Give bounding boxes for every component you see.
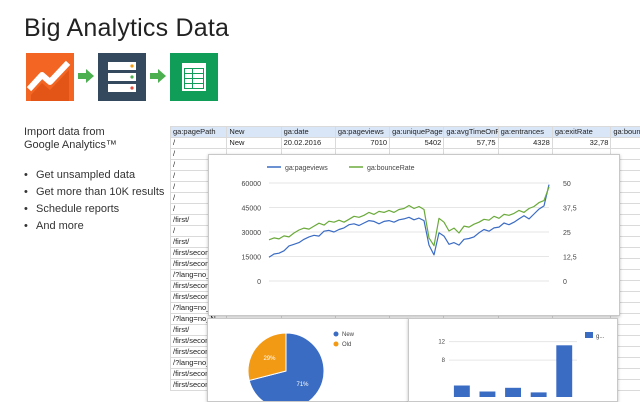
feature-text: Get unsampled data: [36, 169, 135, 181]
table-cell[interactable]: 20,94%: [611, 138, 640, 149]
page-title: Big Analytics Data: [24, 14, 229, 43]
feature-item: •And more: [24, 217, 164, 234]
bar: [556, 345, 572, 397]
table-cell[interactable]: 20.02.2016: [281, 138, 335, 149]
table-cell[interactable]: 32,78: [552, 138, 611, 149]
line-chart: ga:pageviews ga:bounceRate 60000 45000 30000…: [209, 155, 619, 315]
y-right-tick-label: 37,5: [563, 206, 577, 213]
column-header[interactable]: ga:exitRate: [552, 127, 611, 138]
bullet-glyph: •: [24, 169, 36, 181]
y-right-tick-label: 12,5: [563, 255, 577, 262]
legend-swatch: [585, 332, 593, 338]
table-cell[interactable]: 4328: [498, 138, 552, 149]
pie-slice-label: 29%: [263, 356, 276, 362]
bullet-glyph: •: [24, 203, 36, 215]
legend-label: g...: [596, 334, 605, 340]
google-analytics-icon: [26, 53, 74, 101]
y-right-tick-label: 50: [563, 181, 571, 188]
feature-text: Schedule reports: [36, 203, 119, 215]
intro-line-2: Google Analytics™: [24, 139, 117, 152]
y-left-tick-label: 45000: [242, 206, 262, 213]
legend-swatch: [334, 342, 339, 347]
column-header[interactable]: ga:avgTimeOnPage: [444, 127, 498, 138]
series-line-pageviews: [269, 185, 549, 258]
table-cell[interactable]: New: [227, 138, 281, 149]
bullet-glyph: •: [24, 186, 36, 198]
bar-chart-panel[interactable]: 12 8 g...: [408, 318, 618, 402]
column-header[interactable]: ga:date: [281, 127, 335, 138]
y-left-tick-label: 15000: [242, 255, 262, 262]
y-tick-label: 8: [442, 358, 446, 364]
bar-chart: 12 8 g...: [409, 319, 617, 401]
pie-slice-label: 71%: [297, 382, 310, 388]
table-cell[interactable]: 57,75: [444, 138, 498, 149]
feature-text: Get more than 10K results: [36, 186, 164, 198]
bullet-glyph: •: [24, 220, 36, 232]
y-left-tick-label: 30000: [242, 230, 262, 237]
intro-line-1: Import data from: [24, 126, 117, 139]
intro-text: Import data from Google Analytics™: [24, 126, 117, 152]
column-header[interactable]: ga:uniquePageviews: [390, 127, 444, 138]
legend-label: Old: [342, 342, 351, 348]
bar: [531, 392, 547, 397]
column-header[interactable]: ga:bounceRate: [611, 127, 640, 138]
green-arrow-icon: [78, 69, 94, 88]
y-left-tick-label: 0: [257, 279, 261, 286]
feature-item: •Schedule reports: [24, 200, 164, 217]
table-row: /New20.02.20167010540257,75432832,7820,9…: [171, 138, 640, 149]
table-cell[interactable]: 5402: [390, 138, 444, 149]
bar: [454, 386, 470, 398]
column-header[interactable]: ga:pageviews: [335, 127, 389, 138]
bar: [505, 388, 521, 397]
legend-swatch: [334, 332, 339, 337]
server-icon: [98, 53, 146, 101]
column-header[interactable]: ga:pagePath: [171, 127, 227, 138]
green-arrow-icon: [150, 69, 166, 88]
feature-list: •Get unsampled data •Get more than 10K r…: [24, 166, 164, 234]
y-tick-label: 12: [438, 340, 445, 346]
google-sheets-icon: [170, 53, 218, 101]
legend-label: ga:pageviews: [285, 165, 328, 172]
table-cell[interactable]: /: [171, 138, 227, 149]
y-left-tick-label: 60000: [242, 181, 262, 188]
table-cell[interactable]: 7010: [335, 138, 389, 149]
feature-text: And more: [36, 220, 84, 232]
line-chart-panel[interactable]: ga:pageviews ga:bounceRate 60000 45000 30000…: [208, 154, 620, 316]
legend-label: ga:bounceRate: [367, 165, 415, 172]
legend-label: New: [342, 332, 355, 338]
y-right-tick-label: 0: [563, 279, 567, 286]
column-header[interactable]: New: [227, 127, 281, 138]
feature-item: •Get more than 10K results: [24, 183, 164, 200]
pie-chart: 71% 29% New Old: [208, 319, 408, 401]
feature-item: •Get unsampled data: [24, 166, 164, 183]
bar: [480, 392, 496, 398]
y-right-tick-label: 25: [563, 230, 571, 237]
column-header[interactable]: ga:entrances: [498, 127, 552, 138]
pie-chart-panel[interactable]: 71% 29% New Old: [207, 318, 409, 402]
